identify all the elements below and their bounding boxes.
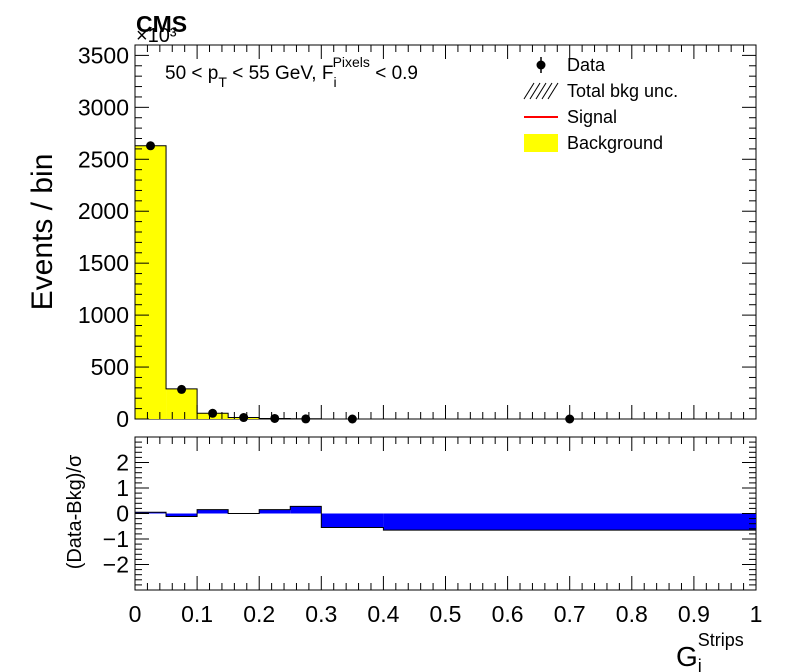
data-point bbox=[146, 141, 156, 151]
pull-bar bbox=[259, 509, 291, 514]
pull-bar bbox=[383, 513, 756, 531]
pull-bar bbox=[290, 506, 322, 514]
x-tick-label: 0.1 bbox=[181, 601, 213, 627]
legend: Data Total bkg unc. Signal Background bbox=[523, 55, 678, 153]
selection-label: 50 < pT < 55 GeV, Fi Pixels < 0.9 bbox=[165, 54, 418, 90]
main-y-axis-title: Events / bin bbox=[26, 154, 59, 311]
x-tick-label: 0.6 bbox=[492, 601, 524, 627]
legend-item-signal: Signal bbox=[524, 107, 617, 127]
y-multiplier: ×10³ bbox=[136, 25, 177, 47]
x-tick-label: 0.2 bbox=[243, 601, 275, 627]
ratio-y-axis-title: (Data-Bkg)/σ bbox=[64, 454, 86, 569]
ratio-y-tick-label: −2 bbox=[103, 552, 129, 578]
background-bar bbox=[166, 388, 198, 419]
main-y-tick-label: 1500 bbox=[78, 250, 129, 276]
background-outline bbox=[134, 145, 757, 420]
main-y-tick-label: 500 bbox=[91, 354, 129, 380]
background-bar bbox=[135, 145, 167, 419]
selection-middle: < 55 GeV, F bbox=[227, 63, 334, 84]
data-point bbox=[347, 414, 357, 424]
selection-f-sup: Pixels bbox=[333, 54, 370, 70]
data-point bbox=[270, 413, 280, 423]
main-panel: 0 500 1000 1500 2000 2500 3000 3500 Events / bi… bbox=[26, 42, 757, 432]
main-y-tick-label: 3000 bbox=[78, 94, 129, 120]
ratio-y-tick-label: 0 bbox=[116, 501, 129, 527]
cms-label: CMS bbox=[136, 11, 187, 37]
ratio-y-tick-label: 1 bbox=[116, 475, 129, 501]
x-tick-label: 0.4 bbox=[367, 601, 399, 627]
main-y-tick-label: 2000 bbox=[78, 198, 129, 224]
legend-item-total-bkg-unc: Total bkg unc. bbox=[523, 81, 678, 101]
pull-bar bbox=[197, 509, 229, 514]
pull-bar bbox=[166, 513, 198, 517]
main-frame bbox=[134, 44, 757, 420]
pull-outline bbox=[134, 505, 756, 531]
legend-hatch-swatch bbox=[523, 82, 559, 100]
legend-item-data: Data bbox=[536, 55, 606, 75]
selection-f-sub: i bbox=[333, 74, 336, 90]
legend-label-signal: Signal bbox=[567, 107, 617, 127]
data-point bbox=[301, 414, 311, 424]
main-y-tick-label: 2500 bbox=[78, 146, 129, 172]
x-tick-label: 0 bbox=[129, 601, 142, 627]
x-tick-label: 0.9 bbox=[678, 601, 710, 627]
main-y-tick-label: 0 bbox=[116, 406, 129, 432]
legend-label-data: Data bbox=[567, 55, 606, 75]
legend-data-marker bbox=[536, 60, 546, 70]
ratio-y-tick-label: 2 bbox=[116, 450, 129, 476]
legend-label-total-bkg-unc: Total bkg unc. bbox=[567, 81, 678, 101]
data-point bbox=[177, 384, 187, 394]
data-point bbox=[239, 413, 249, 423]
pull-bar bbox=[321, 513, 384, 528]
selection-prefix: 50 < p bbox=[165, 63, 218, 84]
pull-bar bbox=[135, 512, 167, 514]
ratio-y-tick-label: −1 bbox=[103, 526, 129, 552]
legend-background-swatch bbox=[524, 134, 558, 152]
x-axis-title-sup: Strips bbox=[698, 630, 744, 650]
x-axis-title: Gi Strips bbox=[676, 630, 744, 672]
x-tick-label: 1 bbox=[750, 601, 763, 627]
x-axis-title-main: G bbox=[676, 641, 698, 672]
x-axis-title-sub: i bbox=[698, 656, 702, 672]
legend-label-background: Background bbox=[567, 133, 663, 153]
data-point bbox=[208, 408, 218, 418]
selection-suffix: < 0.9 bbox=[370, 63, 418, 84]
x-tick-label: 0.3 bbox=[305, 601, 337, 627]
legend-item-background: Background bbox=[524, 133, 663, 153]
x-tick-label: 0.5 bbox=[430, 601, 462, 627]
main-y-tick-label: 3500 bbox=[78, 42, 129, 68]
selection-pt-sub: T bbox=[218, 74, 227, 90]
main-y-tick-label: 1000 bbox=[78, 302, 129, 328]
x-tick-label: 0.8 bbox=[616, 601, 648, 627]
x-tick-label: 0.7 bbox=[554, 601, 586, 627]
